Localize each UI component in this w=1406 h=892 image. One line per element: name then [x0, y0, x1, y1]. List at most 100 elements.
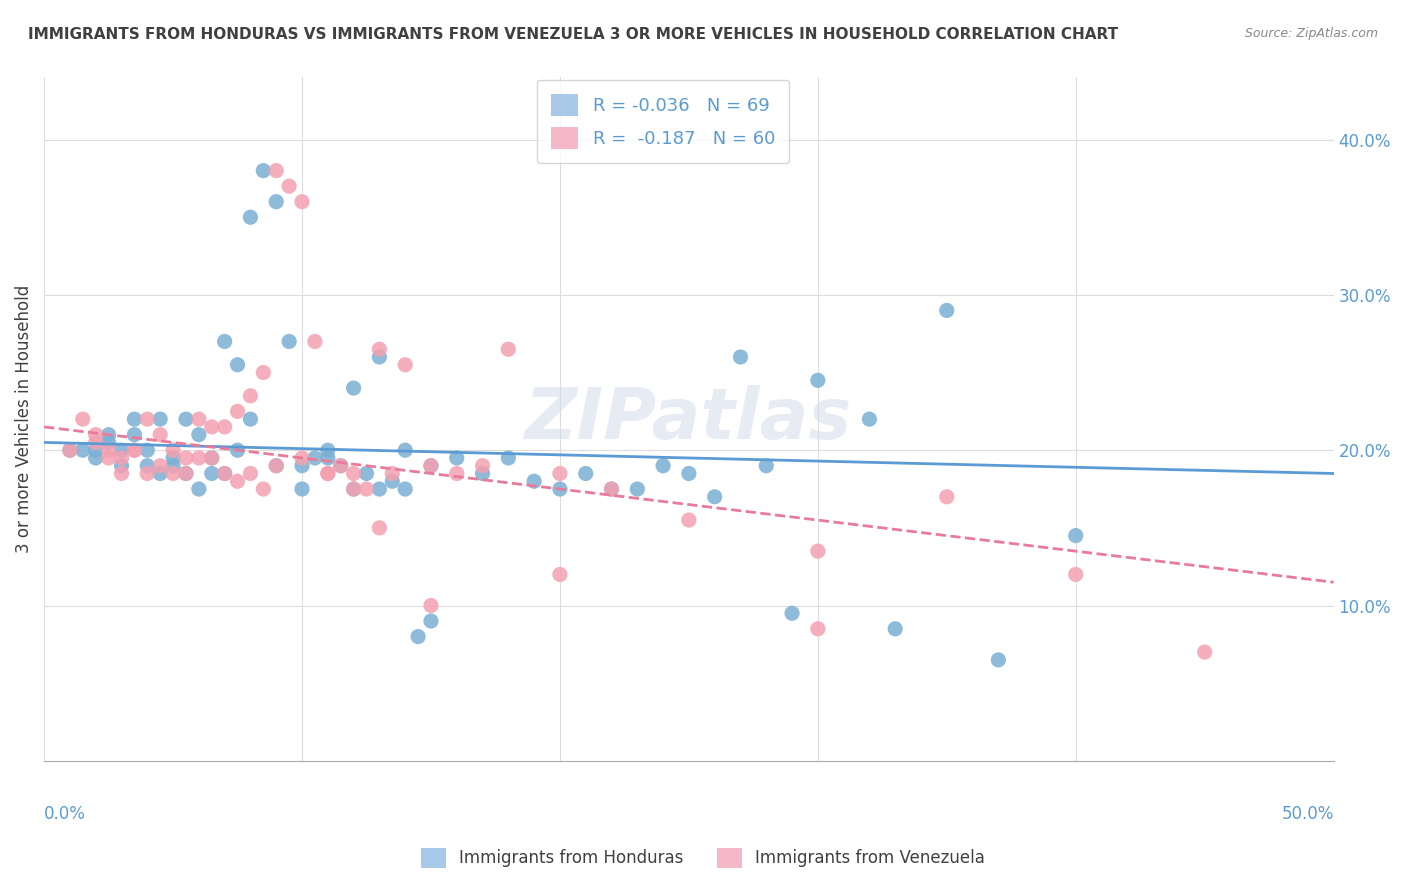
Point — [381, 475, 404, 489]
Point — [59, 443, 82, 458]
Point — [278, 179, 301, 194]
Point — [149, 467, 172, 481]
Point — [110, 450, 132, 465]
Point — [136, 467, 159, 481]
Point — [226, 475, 249, 489]
Point — [239, 467, 262, 481]
Point — [575, 467, 598, 481]
Point — [136, 412, 159, 426]
Point — [807, 622, 830, 636]
Point — [316, 443, 339, 458]
Point — [304, 334, 326, 349]
Point — [755, 458, 778, 473]
Point — [187, 427, 209, 442]
Point — [678, 467, 700, 481]
Point — [124, 427, 146, 442]
Point — [884, 622, 907, 636]
Point — [84, 427, 107, 442]
Point — [226, 358, 249, 372]
Point — [201, 450, 224, 465]
Point — [381, 467, 404, 481]
Point — [356, 482, 378, 496]
Point — [59, 443, 82, 458]
Point — [356, 467, 378, 481]
Point — [316, 467, 339, 481]
Text: IMMIGRANTS FROM HONDURAS VS IMMIGRANTS FROM VENEZUELA 3 OR MORE VEHICLES IN HOUS: IMMIGRANTS FROM HONDURAS VS IMMIGRANTS F… — [28, 27, 1118, 42]
Point — [935, 490, 957, 504]
Point — [174, 467, 197, 481]
Point — [1194, 645, 1216, 659]
Legend: R = -0.036   N = 69, R =  -0.187   N = 60: R = -0.036 N = 69, R = -0.187 N = 60 — [537, 79, 790, 163]
Point — [406, 630, 429, 644]
Point — [136, 443, 159, 458]
Point — [626, 482, 648, 496]
Point — [239, 412, 262, 426]
Point — [987, 653, 1010, 667]
Point — [97, 443, 120, 458]
Point — [420, 599, 443, 613]
Point — [239, 389, 262, 403]
Point — [84, 450, 107, 465]
Point — [703, 490, 725, 504]
Point — [264, 458, 287, 473]
Point — [136, 458, 159, 473]
Point — [72, 443, 94, 458]
Point — [291, 482, 314, 496]
Point — [110, 458, 132, 473]
Point — [446, 450, 468, 465]
Point — [84, 435, 107, 450]
Point — [600, 482, 623, 496]
Point — [239, 211, 262, 225]
Point — [368, 482, 391, 496]
Point — [214, 420, 236, 434]
Point — [278, 334, 301, 349]
Point — [214, 467, 236, 481]
Point — [84, 443, 107, 458]
Text: ZIPatlas: ZIPatlas — [526, 384, 852, 454]
Point — [316, 450, 339, 465]
Point — [264, 458, 287, 473]
Point — [858, 412, 880, 426]
Point — [162, 450, 184, 465]
Point — [548, 467, 571, 481]
Point — [149, 412, 172, 426]
Point — [342, 381, 364, 395]
Point — [97, 450, 120, 465]
Point — [201, 467, 224, 481]
Point — [368, 521, 391, 535]
Point — [304, 450, 326, 465]
Point — [264, 194, 287, 209]
Point — [174, 412, 197, 426]
Point — [214, 467, 236, 481]
Point — [446, 467, 468, 481]
Point — [252, 163, 274, 178]
Point — [201, 420, 224, 434]
Point — [174, 450, 197, 465]
Point — [600, 482, 623, 496]
Point — [110, 467, 132, 481]
Point — [124, 443, 146, 458]
Point — [420, 614, 443, 628]
Point — [149, 427, 172, 442]
Point — [471, 458, 494, 473]
Point — [72, 412, 94, 426]
Legend: Immigrants from Honduras, Immigrants from Venezuela: Immigrants from Honduras, Immigrants fro… — [415, 841, 991, 875]
Point — [368, 350, 391, 364]
Point — [226, 404, 249, 418]
Point — [201, 450, 224, 465]
Point — [780, 607, 803, 621]
Point — [214, 334, 236, 349]
Point — [548, 482, 571, 496]
Text: 50.0%: 50.0% — [1281, 805, 1334, 823]
Point — [124, 412, 146, 426]
Point — [523, 475, 546, 489]
Point — [342, 467, 364, 481]
Point — [124, 443, 146, 458]
Point — [187, 412, 209, 426]
Point — [652, 458, 675, 473]
Point — [420, 458, 443, 473]
Point — [264, 163, 287, 178]
Point — [368, 343, 391, 357]
Point — [498, 343, 520, 357]
Y-axis label: 3 or more Vehicles in Household: 3 or more Vehicles in Household — [15, 285, 32, 553]
